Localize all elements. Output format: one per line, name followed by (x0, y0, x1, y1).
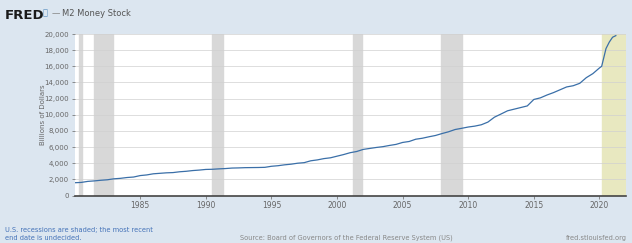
Text: —: — (52, 9, 60, 18)
Text: U.S. recessions are shaded; the most recent
end date is undecided.: U.S. recessions are shaded; the most rec… (5, 226, 153, 241)
Text: Source: Board of Governors of the Federal Reserve System (US): Source: Board of Governors of the Federa… (240, 234, 453, 241)
Text: ⶭ: ⶭ (43, 9, 48, 17)
Text: fred.stlouisfed.org: fred.stlouisfed.org (566, 234, 627, 241)
Bar (353, 34, 362, 196)
Bar (212, 34, 223, 196)
Bar (602, 34, 626, 196)
Bar (441, 34, 461, 196)
Text: FRED: FRED (5, 9, 45, 21)
Bar (78, 34, 82, 196)
Text: M2 Money Stock: M2 Money Stock (62, 9, 131, 17)
Bar (94, 34, 112, 196)
Y-axis label: Billions of Dollars: Billions of Dollars (40, 85, 46, 145)
